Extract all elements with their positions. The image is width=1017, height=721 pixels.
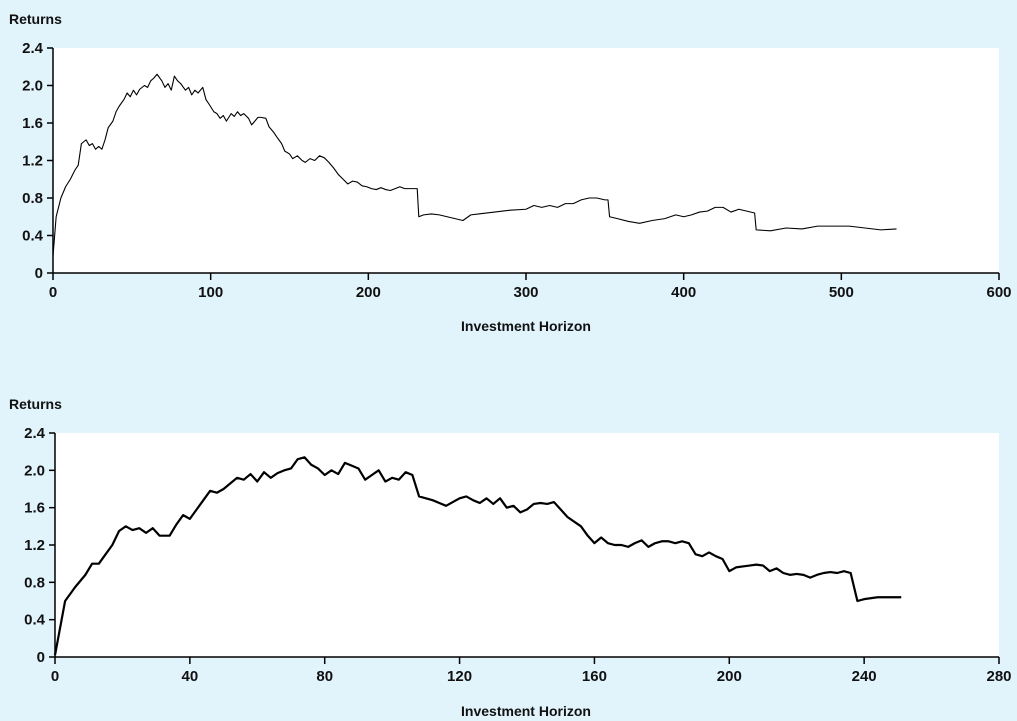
- x-tick-label: 0: [51, 668, 59, 685]
- x-tick-label: 500: [829, 284, 854, 301]
- series-line-bottom: [53, 456, 902, 656]
- y-axis-label-top: Returns: [9, 11, 62, 27]
- y-tick-label: 2.4: [24, 425, 46, 442]
- y-tick-label: 0: [37, 649, 45, 666]
- y-tick-label: 2.0: [22, 78, 43, 95]
- x-tick-label: 240: [852, 668, 877, 685]
- x-tick-label: 600: [986, 284, 1011, 301]
- y-tick-label: 2.4: [22, 40, 44, 57]
- x-tick-label: 300: [513, 284, 538, 301]
- y-tick-label: 0.4: [24, 612, 46, 629]
- x-tick-label: 280: [986, 668, 1011, 685]
- y-tick-label: 0: [35, 265, 43, 282]
- y-tick-label: 0.4: [22, 228, 44, 245]
- x-tick-label: 160: [582, 668, 607, 685]
- y-tick-label: 1.2: [24, 537, 45, 554]
- x-ticks-top: 0 100 200 300 400 500 600: [49, 273, 1012, 301]
- x-tick-label: 200: [717, 668, 742, 685]
- series-line-top: [52, 73, 897, 257]
- x-axis-label-top: Investment Horizon: [461, 318, 591, 334]
- plot-area-bottom: [55, 433, 999, 657]
- y-ticks-bottom: 0 0.4 0.8 1.2 1.6 2.0 2.4: [24, 425, 55, 666]
- plot-area-top: [53, 48, 999, 273]
- y-ticks-top: 0 0.4 0.8 1.2 1.6 2.0 2.4: [22, 40, 53, 282]
- y-tick-label: 2.0: [24, 462, 45, 479]
- y-tick-label: 1.2: [22, 153, 43, 170]
- x-tick-label: 40: [182, 668, 199, 685]
- chart-top: Returns 0 0.4 0.8 1.2 1.6 2.0 2.4 0 100 200 300 40…: [9, 11, 1012, 334]
- x-ticks-bottom: 0 40 80 120 160 200 240 280: [51, 657, 1012, 685]
- x-tick-label: 0: [49, 284, 57, 301]
- x-tick-label: 120: [447, 668, 472, 685]
- x-tick-label: 100: [198, 284, 223, 301]
- y-tick-label: 1.6: [24, 500, 45, 517]
- y-tick-label: 0.8: [22, 190, 43, 207]
- chart-bottom: Returns 0 0.4 0.8 1.2 1.6 2.0 2.4 0 40 80 120 160 2…: [9, 396, 1012, 719]
- y-axis-label-bottom: Returns: [9, 396, 62, 412]
- x-axis-label-bottom: Investment Horizon: [461, 703, 591, 719]
- x-tick-label: 200: [356, 284, 381, 301]
- x-tick-label: 400: [671, 284, 696, 301]
- y-tick-label: 1.6: [22, 115, 43, 132]
- y-tick-label: 0.8: [24, 574, 45, 591]
- x-tick-label: 80: [316, 668, 333, 685]
